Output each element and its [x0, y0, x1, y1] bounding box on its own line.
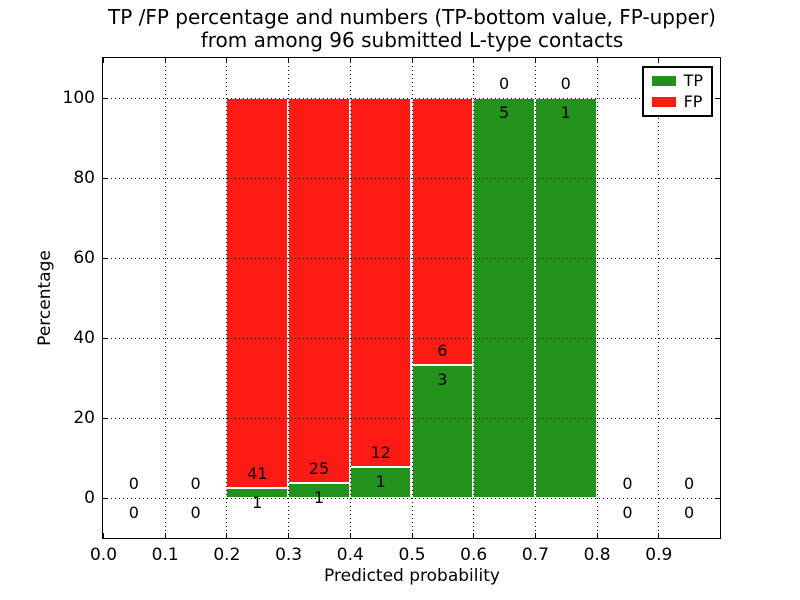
tp-count-label: 5: [498, 103, 510, 122]
tp-count-label: 1: [313, 487, 325, 507]
legend-item-tp: TP: [651, 71, 703, 90]
gridline-vertical: [288, 58, 290, 538]
gridline-vertical: [596, 58, 598, 538]
chart-title-line2: from among 96 submitted L-type contacts: [200, 28, 624, 52]
legend-swatch-tp: [651, 76, 676, 86]
y-tick-label: 80: [73, 168, 95, 188]
y-tick-mark: [103, 338, 108, 339]
legend-item-label: TP: [683, 71, 703, 90]
y-tick-label: 60: [73, 248, 95, 268]
y-tick-mark: [103, 178, 108, 179]
x-tick-mark-top: [658, 58, 660, 63]
x-tick-mark: [349, 533, 351, 538]
fp-count-label: 25: [308, 458, 330, 478]
x-tick-label: 0.2: [213, 545, 241, 565]
bar-segment-tp: [534, 98, 597, 498]
x-tick-label: 0.7: [521, 545, 549, 565]
x-tick-mark-top: [473, 58, 475, 63]
x-tick-mark-top: [288, 58, 290, 63]
chart-title-line1: TP /FP percentage and numbers (TP-bottom…: [108, 5, 716, 29]
gridline-vertical: [349, 58, 351, 538]
bar-segment-tp: [411, 364, 474, 498]
x-tick-label: 0.1: [151, 545, 179, 565]
y-tick-label: 40: [73, 328, 95, 348]
x-tick-mark: [103, 533, 104, 538]
tp-count-label: 0: [622, 503, 633, 522]
y-tick-mark: [103, 498, 108, 499]
y-tick-label: 0: [84, 488, 95, 508]
x-tick-mark: [596, 533, 598, 538]
fp-count-label: 0: [560, 74, 571, 93]
fp-count-label: 0: [622, 474, 633, 493]
x-tick-mark: [658, 533, 660, 538]
tp-count-label: 0: [190, 503, 201, 522]
x-tick-mark-top: [349, 58, 351, 63]
plot-area: TP FP 0 0 0 0 41 1 25 1 12 1 6 3 0 5 0 1 0 0 0 0: [102, 57, 721, 539]
fp-count-label: 0: [190, 474, 201, 493]
x-tick-label: 0.8: [583, 545, 611, 565]
x-tick-mark: [288, 533, 290, 538]
x-tick-label: 0.6: [460, 545, 488, 565]
gridline-vertical: [164, 58, 166, 538]
bar-segment-fp: [349, 98, 412, 468]
x-tick-mark-top: [226, 58, 228, 63]
chart-title: TP /FP percentage and numbers (TP-bottom…: [108, 6, 716, 52]
x-tick-mark: [534, 533, 536, 538]
gridline-vertical: [411, 58, 413, 538]
fp-count-label: 6: [437, 340, 448, 360]
y-tick-mark: [103, 98, 108, 99]
x-axis-label: Predicted probability: [324, 566, 500, 586]
gridline-vertical: [658, 58, 660, 538]
y-tick-label: 20: [73, 408, 95, 428]
tp-count-label: 1: [252, 493, 263, 513]
x-tick-label: 0.4: [336, 545, 364, 565]
y-tick-mark-right: [715, 418, 720, 419]
y-tick-mark-right: [715, 178, 720, 179]
x-tick-label: 0.5: [398, 545, 426, 565]
legend: TP FP: [641, 66, 713, 117]
gridline-vertical: [473, 58, 475, 538]
y-tick-label: 100: [62, 88, 95, 108]
x-tick-mark: [411, 533, 413, 538]
fp-count-label: 0: [128, 474, 139, 493]
gridline-vertical: [534, 58, 536, 538]
y-tick-mark-right: [715, 498, 720, 499]
legend-item-label: FP: [683, 92, 703, 111]
x-tick-label: 0.3: [275, 545, 303, 565]
y-tick-mark: [103, 418, 108, 419]
y-tick-mark-right: [715, 338, 720, 339]
fp-count-label: 0: [684, 474, 695, 493]
x-tick-mark-top: [534, 58, 536, 63]
y-tick-mark: [103, 258, 108, 259]
legend-item-fp: FP: [651, 92, 703, 111]
tp-count-label: 1: [560, 103, 571, 122]
x-tick-mark: [164, 533, 166, 538]
x-tick-mark-top: [411, 58, 413, 63]
tp-count-label: 3: [437, 369, 448, 389]
tp-count-label: 0: [128, 503, 139, 522]
gridline-vertical: [226, 58, 228, 538]
bar-segment-fp: [411, 98, 474, 365]
legend-swatch-fp: [651, 97, 676, 107]
y-tick-mark-right: [715, 258, 720, 259]
x-tick-mark-top: [103, 58, 104, 63]
x-tick-label: 0.9: [645, 545, 673, 565]
bar-segment-tp: [349, 467, 412, 498]
x-tick-mark-top: [596, 58, 598, 63]
tp-count-label: 0: [684, 503, 695, 522]
fp-count-label: 41: [247, 464, 268, 484]
x-tick-mark: [473, 533, 475, 538]
fp-count-label: 12: [370, 443, 391, 463]
y-tick-mark-right: [715, 98, 720, 99]
bar-segment-fp: [288, 98, 350, 483]
x-tick-label: 0.0: [89, 545, 118, 565]
tp-count-label: 1: [375, 472, 386, 492]
fp-count-label: 0: [498, 74, 510, 93]
bar-segment-fp: [226, 98, 289, 489]
x-tick-mark-top: [164, 58, 166, 63]
x-tick-mark: [226, 533, 228, 538]
bar-segment-tp: [473, 98, 535, 498]
